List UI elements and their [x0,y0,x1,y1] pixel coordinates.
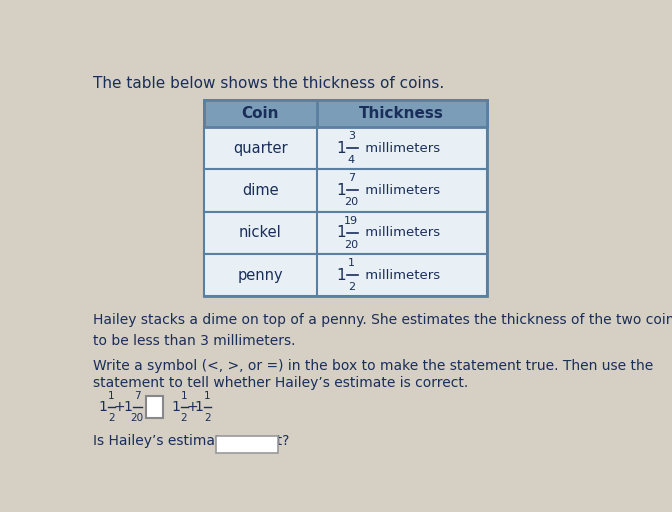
Text: 7: 7 [348,174,355,183]
Text: The table below shows the thickness of coins.: The table below shows the thickness of c… [93,75,445,91]
Text: 1: 1 [194,400,204,414]
Bar [204,100,487,127]
Text: 1: 1 [348,258,355,268]
Text: 1: 1 [171,400,180,414]
Text: millimeters: millimeters [362,269,441,282]
Text: 20: 20 [344,197,358,207]
Text: Hailey stacks a dime on top of a penny. She estimates the thickness of the two c: Hailey stacks a dime on top of a penny. … [93,313,672,348]
Text: millimeters: millimeters [362,184,441,197]
Bar [146,396,163,418]
Text: 3: 3 [348,131,355,141]
Text: 20: 20 [130,413,144,423]
Bar [204,100,487,127]
Text: dime: dime [242,183,279,198]
Text: Write a symbol (<, >, or =) in the box to make the statement true. Then use the: Write a symbol (<, >, or =) in the box t… [93,359,654,373]
Text: Coin: Coin [241,106,279,121]
Text: quarter: quarter [233,141,288,156]
Text: 20: 20 [344,240,358,250]
Text: 1: 1 [181,391,187,401]
Bar [216,436,278,453]
Text: 19: 19 [344,216,358,226]
Text: 1: 1 [98,400,108,414]
Text: 1: 1 [108,391,114,401]
Text: 2: 2 [108,413,114,423]
Text: 1: 1 [336,268,346,283]
Text: 1: 1 [204,391,210,401]
Bar [204,100,487,296]
Text: 1: 1 [336,141,346,156]
Bar [204,169,487,211]
Bar [204,254,487,296]
Text: millimeters: millimeters [362,226,441,239]
Text: 1: 1 [336,183,346,198]
Text: statement to tell whether Hailey’s estimate is correct.: statement to tell whether Hailey’s estim… [93,376,468,390]
Text: 2: 2 [181,413,187,423]
Text: millimeters: millimeters [362,141,441,155]
Text: +: + [187,400,198,414]
Bar [204,211,487,254]
Text: penny: penny [237,268,283,283]
Text: 2: 2 [348,282,355,292]
Text: 2: 2 [204,413,210,423]
Text: Thickness: Thickness [360,106,444,121]
Text: 1: 1 [336,225,346,240]
Text: Is Hailey’s estimate correct?: Is Hailey’s estimate correct? [93,434,290,448]
Text: +: + [114,400,126,414]
Text: 4: 4 [348,155,355,165]
Text: 7: 7 [134,391,140,401]
Text: 1: 1 [123,400,132,414]
Bar [204,127,487,169]
Text: nickel: nickel [239,225,282,240]
